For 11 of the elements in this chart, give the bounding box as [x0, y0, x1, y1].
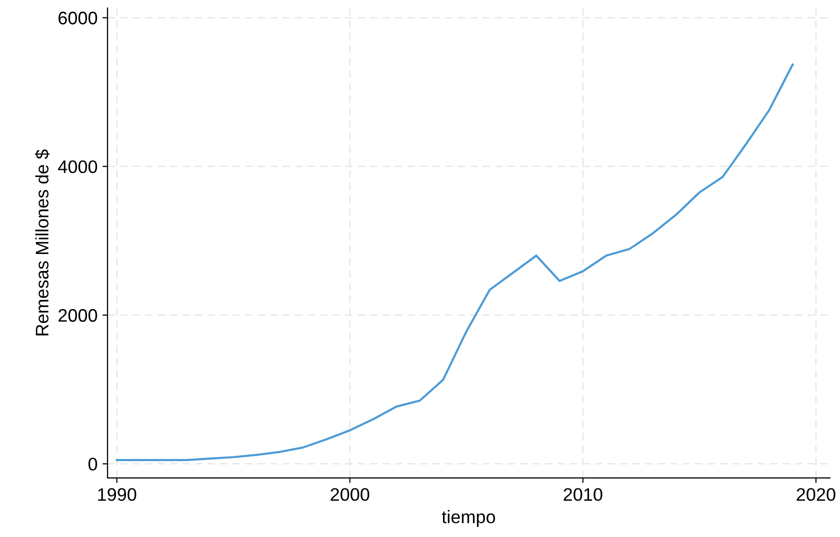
x-tick-label: 2020 [796, 488, 836, 501]
x-tick-label: 2010 [564, 488, 602, 501]
x-tick-label: 1990 [98, 488, 136, 501]
y-tick-label: 2000 [58, 309, 98, 322]
y-tick-label: 4000 [58, 160, 98, 174]
line-series [116, 64, 794, 462]
y-tick-label: 0 [88, 458, 98, 471]
y-tick-label: 6000 [58, 12, 98, 24]
y-axis-title: Remesas Millones de $ [34, 149, 50, 336]
x-axis-title: tiempo [442, 510, 496, 527]
x-tick-label: 2000 [330, 488, 370, 501]
